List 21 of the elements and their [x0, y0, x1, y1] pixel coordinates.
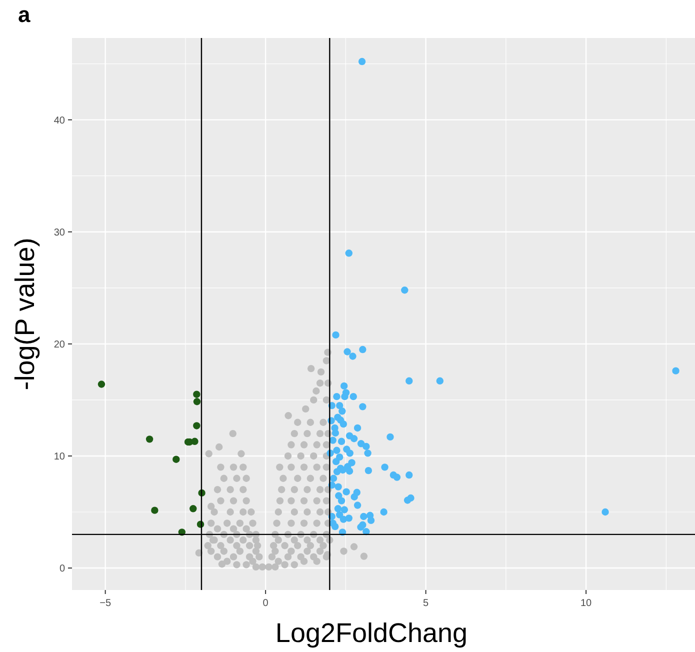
- y-tick-label: 30: [54, 227, 66, 238]
- point: [172, 456, 180, 463]
- chart-title: a: [18, 2, 31, 27]
- y-tick-label: 0: [59, 564, 66, 575]
- point: [151, 506, 158, 514]
- point: [98, 380, 106, 388]
- point: [191, 438, 198, 446]
- x-tick-label: 5: [423, 598, 430, 609]
- x-tick-label: 0: [262, 598, 269, 609]
- x-tick-label: 10: [580, 598, 592, 609]
- x-tick-label: −5: [100, 598, 112, 609]
- point: [190, 505, 197, 512]
- y-tick-label: 20: [54, 339, 66, 350]
- x-axis-title: Log2FoldChang: [275, 618, 468, 648]
- point: [193, 398, 201, 406]
- y-tick-label: 40: [54, 115, 66, 126]
- point: [193, 422, 200, 430]
- point: [146, 436, 154, 443]
- y-tick-label: 10: [54, 451, 66, 462]
- y-axis-title: -log(P value): [10, 238, 40, 390]
- point: [193, 390, 200, 398]
